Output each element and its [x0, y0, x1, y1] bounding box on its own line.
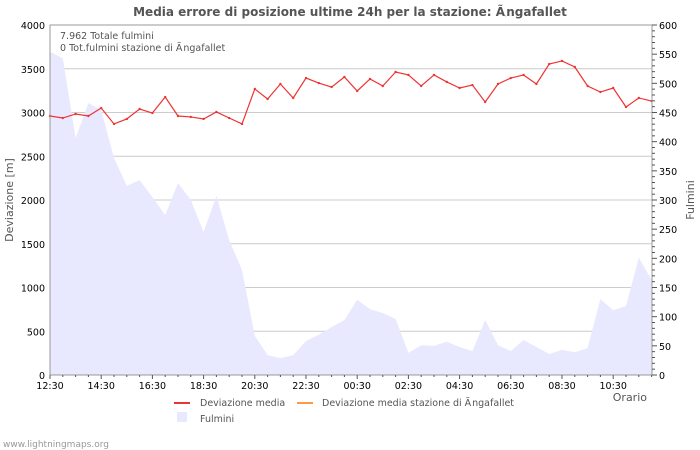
deviazione-media-point: [74, 113, 76, 115]
deviazione-media-point: [87, 115, 89, 117]
x-axis-label: Orario: [613, 391, 648, 404]
y-tick-label: 3500: [21, 65, 45, 76]
deviazione-media-point: [292, 97, 294, 99]
deviazione-media-point: [612, 87, 614, 89]
deviazione-media-point: [599, 91, 601, 93]
deviazione-media-point: [420, 85, 422, 87]
deviazione-media-point: [126, 118, 128, 120]
y-axis-label: Deviazione [m]: [3, 158, 16, 242]
y2-tick-label: 500: [659, 79, 677, 90]
x-tick-label: 20:30: [241, 381, 268, 392]
deviazione-media-point: [638, 97, 640, 99]
deviazione-media-point: [318, 82, 320, 84]
deviazione-media-point: [574, 66, 576, 68]
y-tick-label: 3000: [21, 109, 45, 120]
deviazione-media-point: [100, 107, 102, 109]
deviazione-media-point: [356, 90, 358, 92]
deviazione-media-line: [50, 61, 652, 124]
x-tick-label: 04:30: [446, 381, 473, 392]
deviazione-media-point: [510, 77, 512, 79]
x-tick-label: 16:30: [139, 381, 166, 392]
deviazione-media-point: [522, 74, 524, 76]
info-station: 0 Tot.fulmini stazione di Ã ngafallet: [60, 43, 226, 54]
deviazione-media-point: [279, 83, 281, 85]
deviazione-media-point: [62, 117, 64, 119]
y2-tick-label: 600: [659, 21, 677, 32]
deviazione-media-point: [215, 111, 217, 113]
deviazione-media-point: [535, 83, 537, 85]
deviazione-media-point: [190, 116, 192, 118]
fulmini-area: [50, 52, 652, 375]
deviazione-media-point: [228, 117, 230, 119]
deviazione-media-point: [497, 83, 499, 85]
chart: Media errore di posizione ultime 24h per…: [0, 0, 700, 450]
deviazione-media-point: [266, 98, 268, 100]
deviazione-media-point: [458, 87, 460, 89]
legend: Deviazione media Deviazione media stazio…: [174, 398, 514, 425]
deviazione-media-point: [305, 77, 307, 79]
y2-tick-label: 50: [659, 342, 671, 353]
x-tick-label: 02:30: [395, 381, 422, 392]
y-tick-label: 500: [27, 327, 45, 338]
deviazione-media-point: [177, 115, 179, 117]
y2-tick-label: 300: [659, 196, 677, 207]
deviazione-media-point: [407, 74, 409, 76]
deviazione-media-point: [394, 71, 396, 73]
y2-tick-label: 400: [659, 138, 677, 149]
y2-tick-label: 250: [659, 225, 677, 236]
y-tick-label: 2000: [21, 196, 45, 207]
x-tick-label: 14:30: [88, 381, 115, 392]
x-tick-label: 08:30: [548, 381, 575, 392]
deviazione-media-point: [446, 81, 448, 83]
y-tick-label: 1000: [21, 284, 45, 295]
legend-swatch-fulmini: [177, 412, 187, 422]
y-tick-label: 1500: [21, 240, 45, 251]
x-tick-label: 12:30: [36, 381, 63, 392]
y-tick-label: 2500: [21, 152, 45, 163]
legend-label-fulmini: Fulmini: [200, 414, 234, 425]
legend-label-deviazione-stazione: Deviazione media stazione di Ã ngafallet: [322, 398, 514, 409]
deviazione-media-point: [138, 108, 140, 110]
deviazione-media-point: [330, 86, 332, 88]
deviazione-media-point: [254, 88, 256, 90]
x-tick-label: 00:30: [344, 381, 371, 392]
info-total: 7.962 Totale fulmini: [60, 31, 154, 42]
legend-label-deviazione: Deviazione media: [200, 398, 285, 409]
deviazione-media-point: [471, 84, 473, 86]
deviazione-media-point: [561, 60, 563, 62]
deviazione-media-point: [151, 112, 153, 114]
deviazione-media-point: [484, 101, 486, 103]
y2-tick-label: 100: [659, 313, 677, 324]
y2-tick-label: 200: [659, 254, 677, 265]
x-tick-label: 22:30: [292, 381, 319, 392]
x-tick-label: 06:30: [497, 381, 524, 392]
deviazione-media-point: [164, 96, 166, 98]
deviazione-media-point: [382, 85, 384, 87]
y2-tick-label: 350: [659, 167, 677, 178]
deviazione-media-point: [202, 118, 204, 120]
y2-axis-label: Fulmini: [684, 180, 697, 220]
x-tick-label: 18:30: [190, 381, 217, 392]
y2-tick-label: 0: [659, 371, 665, 382]
deviazione-media-point: [343, 76, 345, 78]
deviazione-media-point: [586, 85, 588, 87]
deviazione-media-point: [241, 123, 243, 125]
deviazione-media-point: [369, 78, 371, 80]
footer-credit: www.lightningmaps.org: [3, 440, 109, 450]
deviazione-media-point: [625, 106, 627, 108]
y2-tick-label: 150: [659, 284, 677, 295]
chart-title: Media errore di posizione ultime 24h per…: [133, 4, 567, 19]
y2-tick-label: 450: [659, 109, 677, 120]
deviazione-media-point: [113, 123, 115, 125]
y2-tick-label: 550: [659, 50, 677, 61]
deviazione-media-point: [548, 63, 550, 65]
deviazione-media-point: [433, 74, 435, 76]
y-tick-label: 4000: [21, 21, 45, 32]
